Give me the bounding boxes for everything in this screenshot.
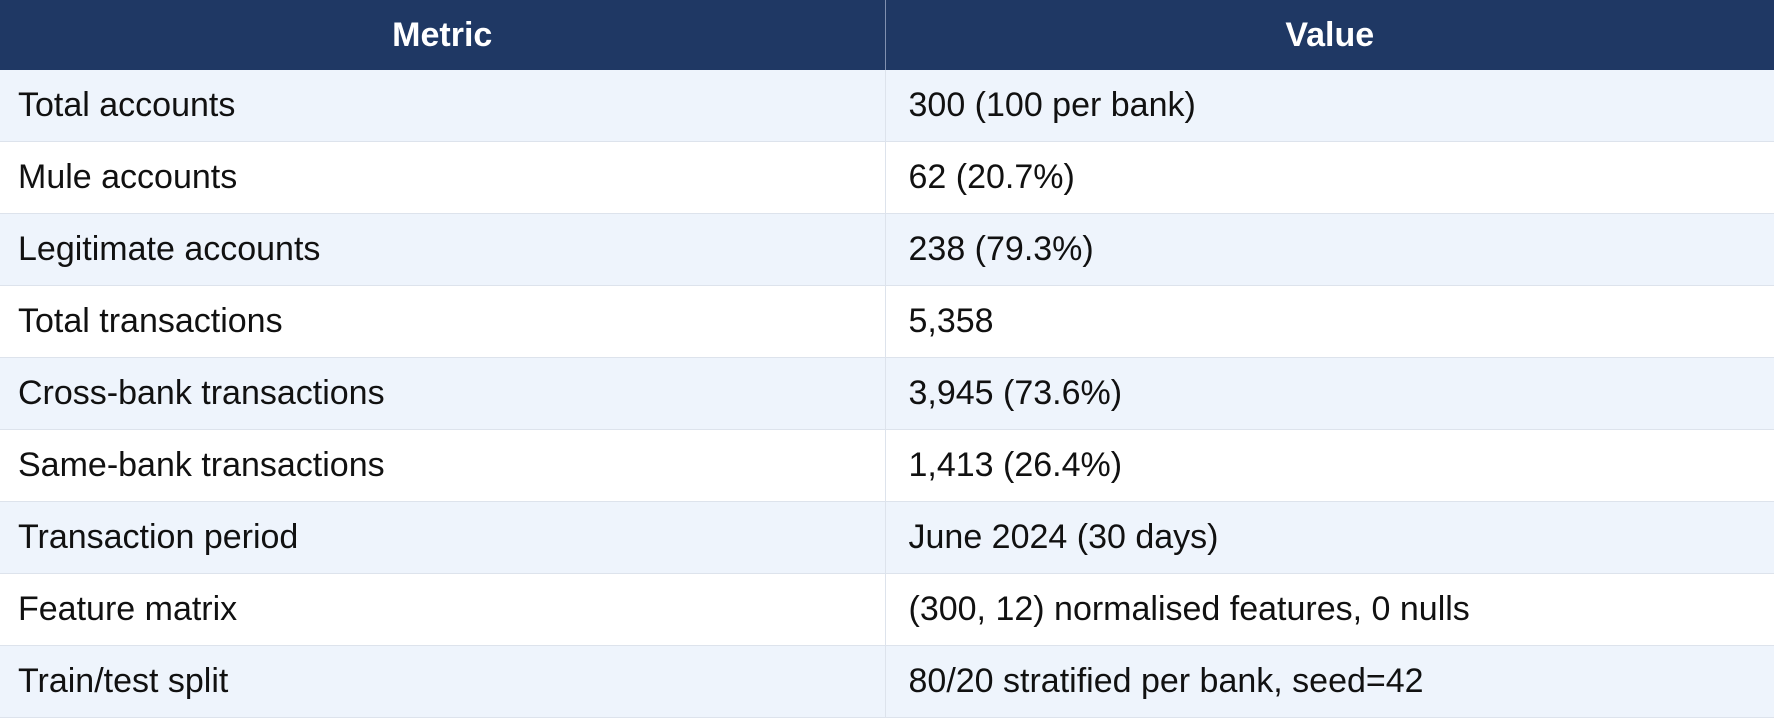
table-row: Legitimate accounts 238 (79.3%): [0, 213, 1774, 286]
metric-column-header: Metric: [0, 0, 885, 70]
metric-cell: Mule accounts: [0, 141, 885, 214]
value-cell: 62 (20.7%): [884, 141, 1774, 214]
table-row: Feature matrix (300, 12) normalised feat…: [0, 573, 1774, 646]
metric-cell: Legitimate accounts: [0, 213, 885, 286]
value-cell: 300 (100 per bank): [884, 70, 1774, 142]
value-cell: 3,945 (73.6%): [884, 357, 1774, 430]
metric-cell: Same-bank transactions: [0, 429, 885, 502]
header-row: Metric Value: [0, 0, 1774, 70]
metric-cell: Transaction period: [0, 501, 885, 574]
value-cell: (300, 12) normalised features, 0 nulls: [884, 573, 1774, 646]
table-row: Total transactions 5,358: [0, 285, 1774, 358]
table-header: Metric Value: [0, 0, 1774, 70]
value-column-header: Value: [884, 0, 1774, 70]
table-row: Cross-bank transactions 3,945 (73.6%): [0, 357, 1774, 430]
table-row: Mule accounts 62 (20.7%): [0, 141, 1774, 214]
metric-cell: Feature matrix: [0, 573, 885, 646]
value-cell: 238 (79.3%): [884, 213, 1774, 286]
table-row: Transaction period June 2024 (30 days): [0, 501, 1774, 574]
value-cell: 80/20 stratified per bank, seed=42: [884, 645, 1774, 718]
table-body: Total accounts 300 (100 per bank) Mule a…: [0, 70, 1774, 718]
table-row: Same-bank transactions 1,413 (26.4%): [0, 429, 1774, 502]
table-row: Train/test split 80/20 stratified per ba…: [0, 645, 1774, 718]
value-cell: 5,358: [884, 285, 1774, 358]
metric-cell: Total accounts: [0, 70, 885, 142]
table-row: Total accounts 300 (100 per bank): [0, 70, 1774, 142]
value-cell: June 2024 (30 days): [884, 501, 1774, 574]
value-cell: 1,413 (26.4%): [884, 429, 1774, 502]
metric-cell: Total transactions: [0, 285, 885, 358]
metric-cell: Train/test split: [0, 645, 885, 718]
metric-cell: Cross-bank transactions: [0, 357, 885, 430]
